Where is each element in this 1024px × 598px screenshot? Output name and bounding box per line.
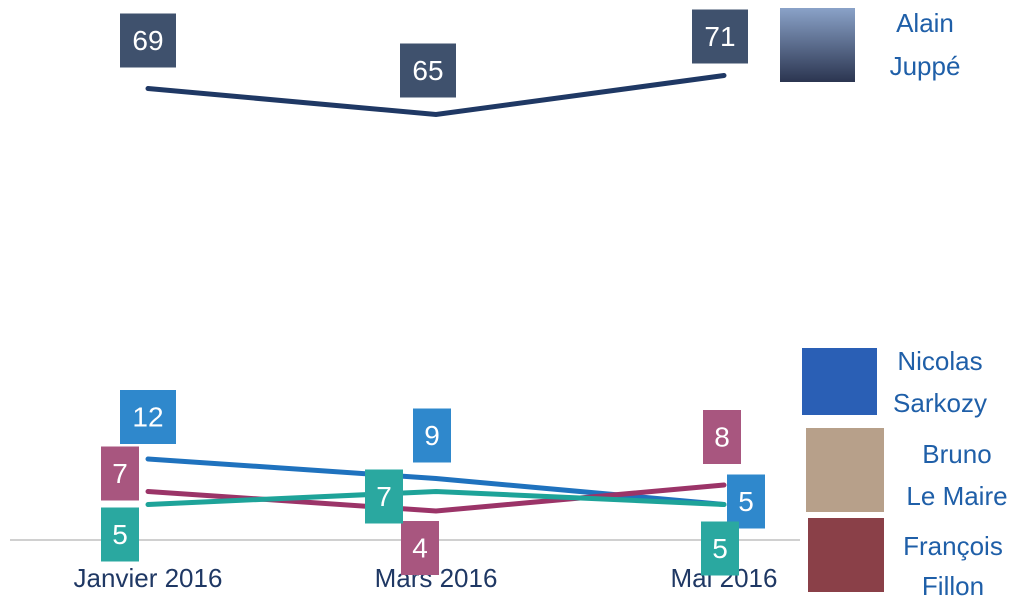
data-label-text: 65 (412, 55, 443, 86)
data-label: 5 (701, 521, 739, 576)
data-label: 9 (413, 408, 451, 463)
data-label-box (703, 410, 741, 464)
legend-line: Juppé (890, 51, 961, 81)
data-label-text: 5 (738, 486, 754, 517)
legend-line: Nicolas (897, 346, 982, 376)
legend-line: Bruno (922, 439, 991, 469)
data-label: 4 (401, 521, 439, 575)
data-label-text: 7 (112, 458, 128, 489)
data-label: 71 (692, 9, 748, 64)
legend-line: Le Maire (906, 481, 1007, 511)
data-label: 5 (727, 474, 765, 529)
data-label: 65 (400, 43, 456, 98)
data-label-box (101, 446, 139, 501)
legend-label: François Fillon (903, 531, 1003, 598)
data-label-text: 5 (112, 519, 128, 550)
series-line (145, 73, 727, 118)
data-label-box (413, 408, 451, 463)
legend-line: Alain (896, 8, 954, 38)
legend-line: Sarkozy (893, 388, 987, 418)
legend-label: Alain Juppé (890, 8, 961, 81)
series-line (145, 488, 727, 507)
legend-line: Fillon (922, 571, 984, 598)
data-label-text: 4 (412, 532, 428, 563)
data-label: 8 (703, 410, 741, 464)
data-label-box (727, 474, 765, 529)
data-label: 5 (101, 507, 139, 562)
data-label-text: 8 (714, 421, 730, 452)
photo (806, 428, 884, 512)
data-label-text: 7 (376, 481, 392, 512)
legend-label: Bruno Le Maire (906, 439, 1007, 511)
data-label-box (400, 43, 456, 98)
legend-label: Nicolas Sarkozy (893, 346, 987, 418)
data-label-text: 69 (132, 25, 163, 56)
data-label: 69 (120, 13, 176, 68)
photos (780, 8, 884, 592)
data-label-text: 9 (424, 420, 440, 451)
data-label-box (120, 390, 176, 444)
data-label-text: 5 (712, 533, 728, 564)
data-label-box (120, 13, 176, 68)
data-label-box (101, 507, 139, 562)
data-label-box (365, 469, 403, 524)
data-label: 7 (365, 469, 403, 524)
photo (780, 8, 855, 82)
data-label-box (701, 521, 739, 576)
legend-line: François (903, 531, 1003, 561)
data-label-text: 12 (132, 401, 163, 432)
data-label-text: 71 (704, 21, 735, 52)
photo (802, 348, 877, 415)
data-label-box (401, 521, 439, 575)
data-label-box (692, 9, 748, 64)
x-tick-label: Janvier 2016 (74, 563, 223, 593)
data-label: 12 (120, 390, 176, 444)
photo (808, 518, 884, 592)
data-label: 7 (101, 446, 139, 501)
